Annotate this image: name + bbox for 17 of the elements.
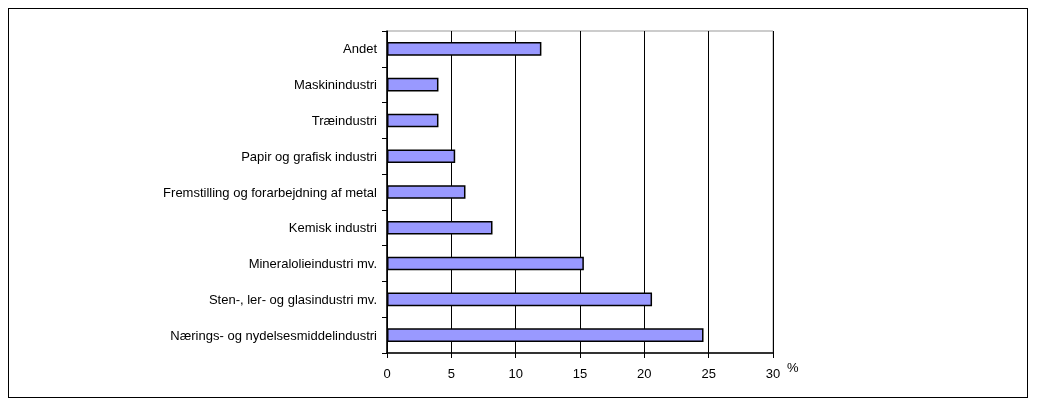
x-tick-label: 30 [765, 366, 781, 381]
x-axis-title: % [787, 360, 799, 375]
x-tick-label: 5 [447, 366, 455, 381]
y-tick-label: Sten-, ler- og glasindustri mv. [208, 291, 377, 307]
x-tick-label: 0 [383, 366, 391, 381]
y-tick-label: Andet [343, 41, 378, 57]
y-tick-label: Træindustri [311, 112, 378, 128]
x-tick-label: 10 [508, 366, 523, 381]
y-tick-label: Kemisk industri [288, 220, 378, 236]
x-tick-label: 15 [572, 366, 588, 381]
y-tick-label: Mineralolieindustri mv. [248, 256, 377, 272]
y-tick-label: Fremstilling og forarbejdning af metal [163, 184, 378, 200]
x-tick-label: 20 [637, 366, 652, 381]
y-tick-label: Nærings- og nydelsesmiddelindustri [170, 327, 378, 343]
y-tick-label: Maskinindustri [293, 77, 378, 93]
y-tick-label: Papir og grafisk industri [241, 148, 378, 164]
x-tick-label: 25 [701, 366, 716, 381]
